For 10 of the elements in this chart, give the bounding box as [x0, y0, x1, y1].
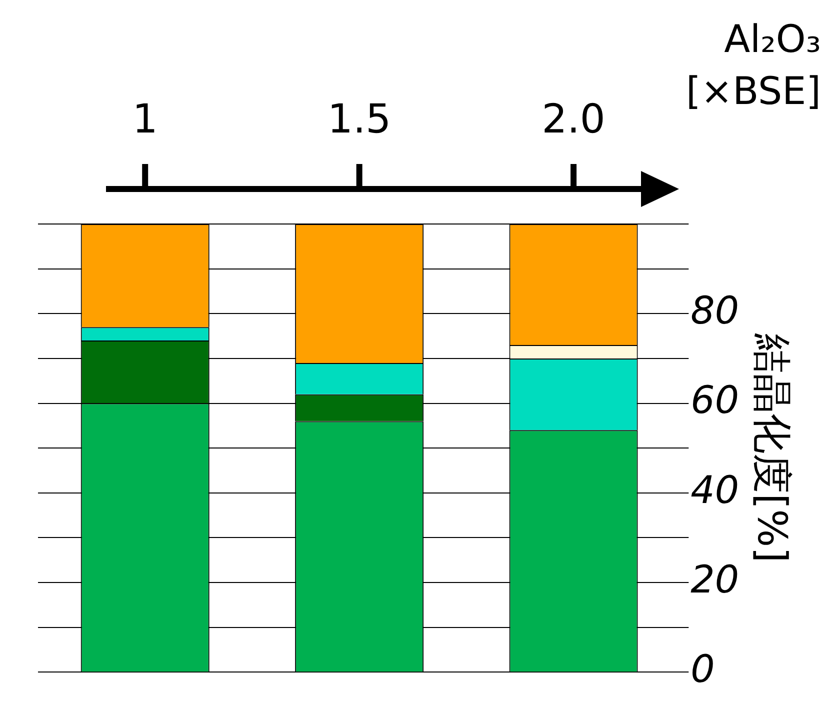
- y-tick-label: 20: [690, 557, 740, 602]
- y-tick-label: 40: [690, 468, 740, 512]
- x-tick-label: 1.5: [328, 96, 392, 142]
- x-tick-label: 1: [132, 96, 158, 142]
- x-tick-label: 2.0: [542, 96, 606, 142]
- y-tick-label: 60: [690, 378, 740, 422]
- y-tick-label: 0: [690, 647, 715, 692]
- y-axis-title: 結晶化度[%]: [748, 332, 795, 563]
- x-axis-title: Al₂O₃ [×BSE]: [686, 16, 821, 113]
- y-tick-label: 80: [690, 288, 740, 333]
